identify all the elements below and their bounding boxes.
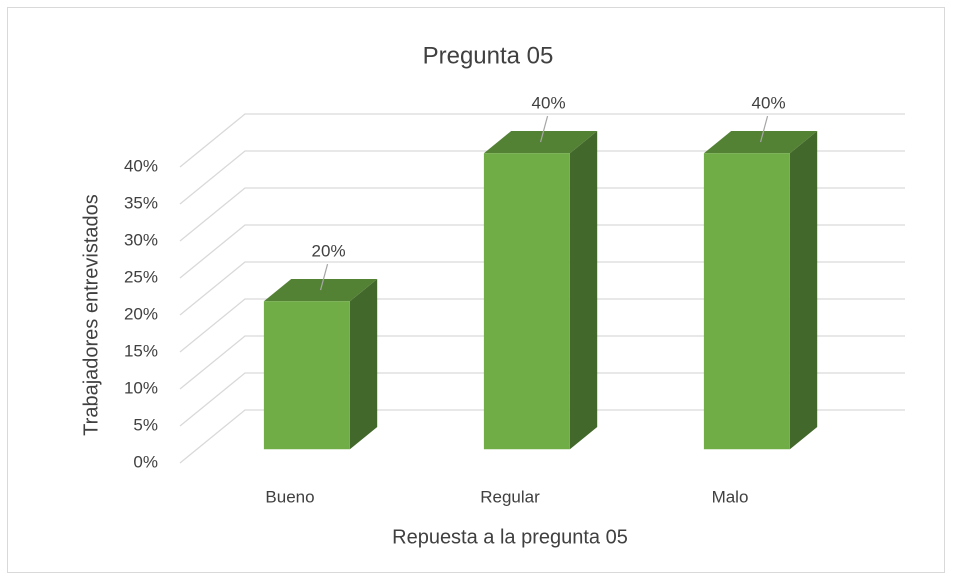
grid-line xyxy=(179,372,905,427)
x-axis-title: Repuesta a la pregunta 05 xyxy=(392,526,628,548)
grid-line xyxy=(179,224,905,279)
y-tick-label: 15% xyxy=(124,341,158,360)
grid-line xyxy=(179,150,905,205)
y-tick-label: 10% xyxy=(124,378,158,397)
y-tick-label: 35% xyxy=(124,193,158,212)
leader-line xyxy=(319,263,329,291)
bar-side xyxy=(349,278,378,450)
x-tick-label: Bueno xyxy=(265,487,314,506)
leader-line xyxy=(759,115,769,143)
grid-line xyxy=(179,298,905,353)
grid-line xyxy=(179,409,905,464)
x-tick-label: Malo xyxy=(712,487,749,506)
y-tick-label: 30% xyxy=(124,230,158,249)
y-tick-label: 20% xyxy=(124,304,158,323)
bar-side xyxy=(789,130,818,450)
y-tick-label: 5% xyxy=(133,415,158,434)
grid-line xyxy=(179,113,905,168)
bar-side xyxy=(569,130,598,450)
data-label: 40% xyxy=(532,94,566,113)
grid-line xyxy=(179,335,905,390)
y-tick-label: 40% xyxy=(124,156,158,175)
bar xyxy=(483,153,570,450)
grid-line xyxy=(179,261,905,316)
y-tick-label: 0% xyxy=(133,452,158,471)
y-axis-title: Trabajadores entrevistados xyxy=(80,194,102,436)
bar xyxy=(703,153,790,450)
y-tick-label: 25% xyxy=(124,267,158,286)
x-tick-label: Regular xyxy=(480,487,540,506)
data-label: 20% xyxy=(312,242,346,261)
leader-line xyxy=(539,115,549,143)
bar xyxy=(263,301,350,450)
chart-title: Pregunta 05 xyxy=(423,42,554,69)
data-label: 40% xyxy=(752,94,786,113)
grid-line xyxy=(179,187,905,242)
